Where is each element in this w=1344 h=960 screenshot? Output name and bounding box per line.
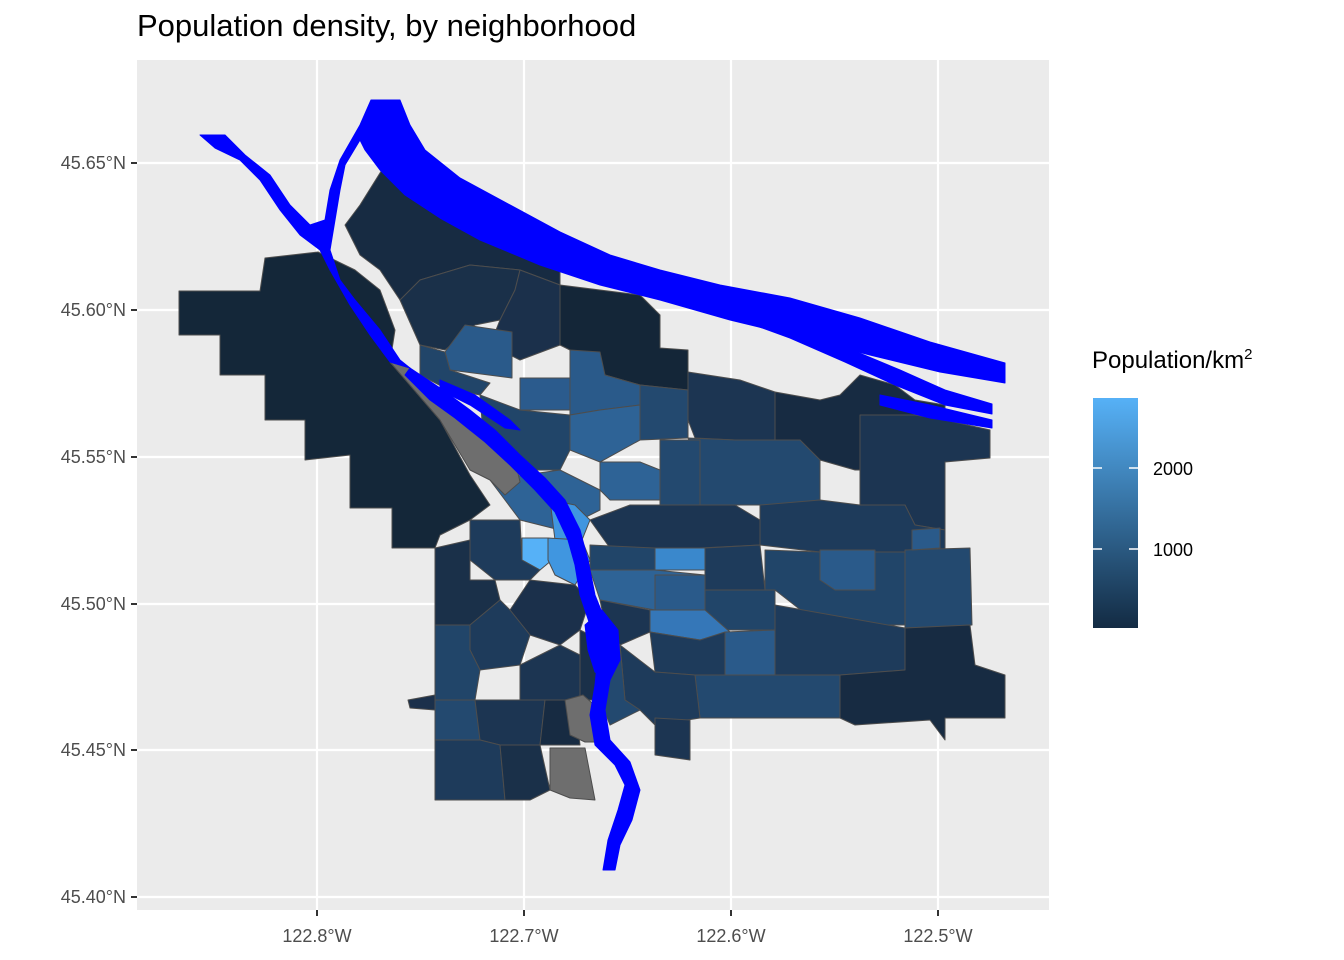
legend-ticks (1093, 467, 1138, 550)
neighborhood-arnold-creek (407, 694, 436, 711)
neighborhood-irvington (659, 439, 701, 506)
neighborhood-goose-hollow (469, 519, 541, 581)
axis-ticks (131, 162, 939, 916)
neighborhood-kerns (589, 504, 761, 549)
y-tick-label: 45.50°N (61, 594, 126, 614)
neighborhood-vernon (639, 384, 689, 441)
x-tick-label: 122.7°W (489, 926, 558, 946)
neighborhood-centennial (904, 547, 973, 629)
neighborhood-ashcreek (434, 699, 481, 741)
legend-title-base: Population/km (1092, 347, 1245, 374)
neighborhood-wilkes (911, 527, 941, 551)
legend-label: 2000 (1153, 459, 1193, 479)
neighborhood-king (519, 377, 571, 411)
legend-title: Population/km2 (1092, 346, 1252, 375)
legend-title-sup: 2 (1244, 346, 1253, 363)
neighborhood-no-data-riverdale (549, 747, 596, 801)
legend-colorbar (1093, 398, 1138, 628)
neighborhood-lents (694, 674, 841, 719)
y-tick-label: 45.60°N (61, 300, 126, 320)
neighborhood-northwest-hills (178, 251, 491, 549)
y-tick-label: 45.65°N (61, 153, 126, 173)
neighborhood-beaumont (687, 437, 821, 506)
neighborhood-lents-west (724, 629, 776, 676)
x-tick-label: 122.8°W (282, 926, 351, 946)
neighborhood-foster (649, 631, 726, 676)
river-columbia-channel-east (879, 394, 993, 429)
neighborhood-north-tabor (654, 547, 706, 571)
neighborhood-montavilla (704, 544, 766, 591)
x-tick-label: 122.5°W (903, 926, 972, 946)
y-tick-label: 45.40°N (61, 887, 126, 907)
neighborhood-richmond (654, 574, 706, 611)
neighborhood-arbor-lodge (444, 324, 513, 379)
neighborhood-far-southwest (474, 699, 546, 746)
river-columbia (199, 99, 1006, 384)
river-columbia-slough (719, 299, 993, 415)
neighborhood-markham (499, 744, 551, 801)
legend-label: 1000 (1153, 540, 1193, 560)
y-tick-label: 45.45°N (61, 740, 126, 760)
x-tick-label: 122.6°W (696, 926, 765, 946)
river-willamette-ross-island (584, 609, 621, 681)
neighborhood-mill-park (819, 549, 876, 591)
river-willamette-harbor (439, 379, 521, 431)
neighborhood-eastmoreland (654, 717, 691, 761)
neighborhood-laurelhurst (589, 544, 656, 571)
neighborhood-rose-city (759, 499, 946, 553)
neighborhood-sabin (599, 461, 661, 501)
y-tick-label: 45.55°N (61, 447, 126, 467)
neighborhood-west-portland (434, 739, 506, 801)
chart-title: Population density, by neighborhood (137, 8, 637, 43)
